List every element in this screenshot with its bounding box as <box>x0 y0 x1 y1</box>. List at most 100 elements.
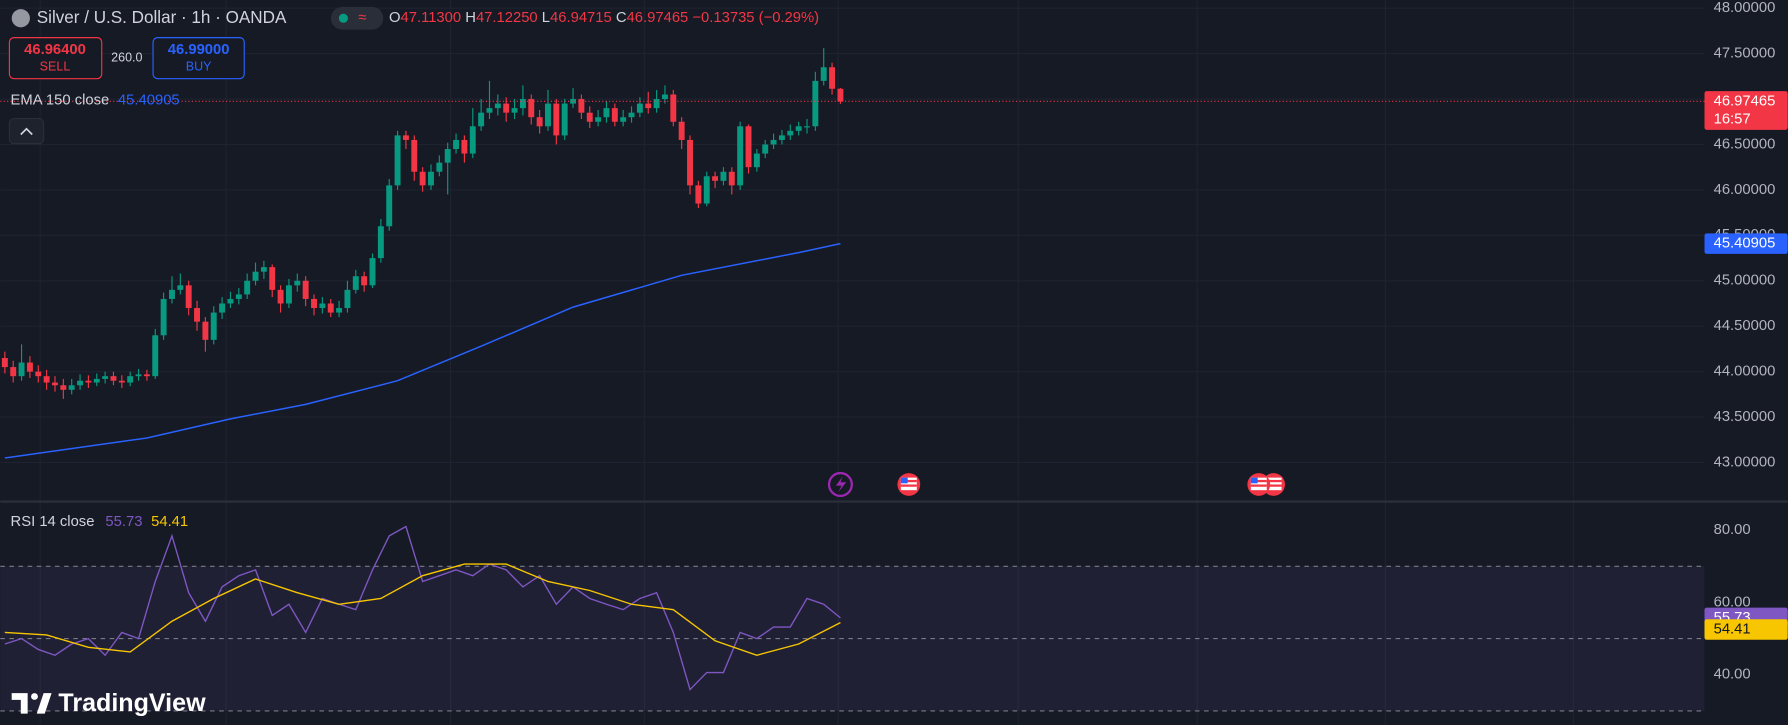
sell-label: SELL <box>40 60 71 74</box>
candle-body <box>127 376 134 383</box>
candle-body <box>227 298 234 304</box>
candle-body <box>302 280 309 299</box>
price-label-box <box>1704 91 1788 130</box>
candle-body <box>419 171 426 186</box>
candle-body <box>277 289 284 304</box>
candle-body <box>745 126 752 168</box>
line-series <box>4 563 841 656</box>
candle-body <box>436 162 443 172</box>
candle-body <box>260 267 267 272</box>
y-tick-label: 80.00 <box>1714 522 1751 538</box>
candle-body <box>369 258 376 286</box>
candle-body <box>620 117 627 122</box>
y-tick-label: 48.00000 <box>1714 0 1776 16</box>
symbol-title[interactable]: Silver / U.S. Dollar · 1h · OANDA <box>37 8 287 27</box>
candle-body <box>770 139 777 145</box>
market-open-dot <box>338 13 348 23</box>
candle-body <box>444 149 451 163</box>
candle-body <box>545 103 551 127</box>
candle-body <box>795 126 802 131</box>
candle-body <box>586 112 593 122</box>
ema-legend: EMA 150 close 45.40905 <box>11 92 180 108</box>
sell-button[interactable] <box>8 37 103 80</box>
candle-body <box>787 130 794 136</box>
status-icon: ≈ <box>358 10 366 26</box>
buy-price: 46.99000 <box>168 42 230 58</box>
candle-body <box>511 108 518 113</box>
candle-body <box>177 285 184 290</box>
y-tick-label: 45.00000 <box>1714 273 1776 289</box>
candle-body <box>837 88 844 102</box>
candle-body <box>728 171 735 186</box>
candle-body <box>269 267 276 290</box>
candle-body <box>160 298 167 336</box>
candle-body <box>478 112 485 127</box>
candle-body <box>578 99 585 113</box>
event-icon[interactable] <box>897 473 921 496</box>
candle-body <box>820 67 827 81</box>
candle-body <box>60 385 67 390</box>
y-tick-label: 46.00000 <box>1714 182 1776 198</box>
candle-body <box>26 362 33 372</box>
y-tick-label: 46.50000 <box>1714 136 1776 152</box>
event-icon[interactable] <box>827 471 853 498</box>
candle-body <box>285 285 292 304</box>
candle-body <box>603 108 610 118</box>
price-label-box <box>1704 233 1788 254</box>
candle-body <box>319 303 326 309</box>
candle-body <box>110 376 117 381</box>
ema-value: 45.40905 <box>118 92 180 108</box>
ema-name: EMA 150 close <box>11 92 110 108</box>
candle-body <box>829 67 836 89</box>
candle-body <box>536 117 543 127</box>
candle-body <box>43 376 50 383</box>
candle-body <box>143 374 150 377</box>
candle-body <box>93 378 100 383</box>
candle-body <box>695 185 702 204</box>
candle-body <box>1 358 8 368</box>
candle-body <box>235 294 242 299</box>
line-series <box>4 525 841 691</box>
collapse-icon <box>20 127 33 136</box>
candle-body <box>486 108 493 113</box>
candle-body <box>68 385 75 390</box>
candle-body <box>503 103 510 113</box>
candle-body <box>812 80 819 127</box>
y-tick-label: 44.50000 <box>1714 318 1776 334</box>
price-label: 46.97465 <box>1714 93 1776 109</box>
candle-body <box>18 362 25 377</box>
candle-body <box>645 103 652 109</box>
y-tick-label: 43.00000 <box>1714 454 1776 470</box>
collapse-button[interactable] <box>8 117 45 145</box>
ohlc-key: C <box>616 10 627 26</box>
candle-body <box>219 303 226 313</box>
candle-body <box>670 94 677 122</box>
candle-body <box>661 94 668 100</box>
y-tick-label: 44.00000 <box>1714 364 1776 380</box>
candle-body <box>804 126 810 128</box>
candle-body <box>244 280 251 295</box>
candle-body <box>336 308 343 313</box>
ohlc-value: 47.12250 <box>476 10 538 26</box>
candle-body <box>77 380 84 386</box>
ohlc-key: H <box>465 10 476 26</box>
candle-body <box>712 176 719 181</box>
candle-body <box>469 126 476 154</box>
candle-body <box>252 271 259 281</box>
value-label: 54.41 <box>1714 621 1751 637</box>
event-icon[interactable] <box>1247 473 1285 496</box>
candle-body <box>653 99 660 109</box>
candle-body <box>778 135 785 140</box>
ohlc-legend: O47.11300 H47.12250 L46.94715 C46.97465 … <box>389 10 819 26</box>
candle-body <box>194 308 200 322</box>
candle-body <box>85 380 92 383</box>
status-badge <box>330 6 384 30</box>
candle-body <box>411 139 418 172</box>
y-tick-label: 43.50000 <box>1714 409 1776 425</box>
candle-body <box>720 171 727 181</box>
candle-body <box>152 335 159 377</box>
buy-button[interactable] <box>152 37 245 80</box>
candle-body <box>294 280 301 286</box>
candle-body <box>10 367 17 377</box>
